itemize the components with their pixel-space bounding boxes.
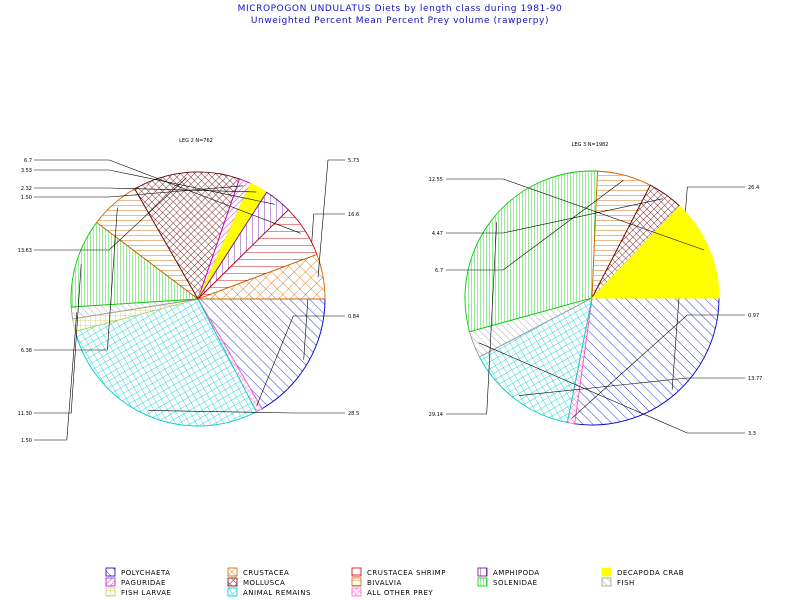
legend-swatch [351, 587, 362, 597]
slice-value-label: 29.14 [429, 412, 443, 418]
pie-slice-solenidae [70, 221, 200, 308]
legend-swatch [105, 577, 116, 587]
slice-value-label: 4.47 [432, 231, 443, 237]
slice-value-label: 6.7 [24, 158, 32, 164]
slice-value-label: 0.84 [348, 314, 359, 320]
legend-swatch [601, 567, 612, 577]
legend-label: DECAPODA CRAB [617, 569, 684, 577]
legend-label: CRUSTACEA SHRIMP [367, 569, 446, 577]
legend-swatch [477, 577, 488, 587]
pie-slice-solenidae [464, 170, 599, 333]
leader-line [34, 169, 275, 205]
pie-title: LEG 3 N=1982 [572, 142, 609, 148]
legend-label: FISH LARVAE [121, 589, 171, 597]
slice-value-label: 6.38 [21, 348, 32, 354]
leader-line [446, 198, 663, 234]
legend-label: PAGURIDAE [121, 579, 166, 587]
leader-line [571, 314, 745, 419]
legend-swatch [351, 577, 362, 587]
pie-slice-polychaeta [574, 297, 720, 426]
slice-value-label: 12.55 [429, 177, 443, 183]
slice-value-label: 3.53 [21, 168, 32, 174]
slice-value-label: 3.3 [748, 431, 756, 437]
legend-swatch [105, 587, 116, 597]
leader-line [34, 185, 244, 198]
slice-value-label: 13.63 [18, 248, 32, 254]
legend-swatch [351, 567, 362, 577]
leader-line [256, 315, 345, 406]
leader-line [446, 178, 705, 251]
legend-swatch [227, 577, 238, 587]
leader-line [34, 187, 257, 193]
pie-slice-animal-remains [478, 297, 593, 424]
leader-line [446, 221, 497, 415]
pie-chart-2: 26.4 0.97 13.77 3.3 29.14 6.7 4.47 12.55 LEG 3 N… [429, 142, 763, 437]
legend-item-amphipoda: AMPHIPODA [477, 567, 540, 577]
legend-label: SOLENIDAE [493, 579, 538, 587]
legend-item-fish: FISH [601, 577, 635, 587]
slice-value-label: 1.50 [21, 195, 32, 201]
legend-label: AMPHIPODA [493, 569, 540, 577]
legend-swatch [227, 587, 238, 597]
slice-value-label: 0.97 [748, 313, 759, 319]
pie-slice-mollusca [134, 171, 241, 301]
slice-value-label: 6.7 [435, 268, 443, 274]
slice-value-label: 2.32 [21, 186, 32, 192]
slice-value-label: 13.77 [748, 376, 762, 382]
legend-swatch [105, 567, 116, 577]
legend-label: POLYCHAETA [121, 569, 170, 577]
legend-item-decapoda-crab: DECAPODA CRAB [601, 567, 684, 577]
pie-chart-1: 16.6 0.84 28.5 1.50 11.30 6.38 13.63 1.50 2.32 3.… [18, 138, 359, 444]
legend-item-crustacea-shrimp: CRUSTACEA SHRIMP [351, 567, 446, 577]
leader-line [34, 177, 187, 251]
slice-value-label: 1.50 [21, 438, 32, 444]
legend-item-polychaeta: POLYCHAETA [105, 567, 170, 577]
legend-swatch [477, 567, 488, 577]
slice-value-label: 16.6 [348, 212, 359, 218]
leader-line [478, 342, 745, 434]
leader-line [148, 410, 345, 414]
leader-line [317, 159, 345, 278]
leader-line [671, 186, 745, 390]
pie-title: LEG 2 N=762 [179, 138, 213, 144]
legend-label: MOLLUSCA [243, 579, 285, 587]
legend-label: CRUSTACEA [243, 569, 289, 577]
legend-label: ANIMAL REMAINS [243, 589, 311, 597]
slice-value-label: 5.73 [348, 158, 359, 164]
legend-item-animal-remains: ANIMAL REMAINS [227, 587, 311, 597]
leader-line [34, 312, 78, 441]
pie-slice-animal-remains [74, 298, 257, 427]
legend-item-crustacea: CRUSTACEA [227, 567, 289, 577]
chart-subtitle: Unweighted Percent Mean Percent Prey vol… [250, 16, 550, 26]
leader-line [518, 377, 745, 396]
legend-swatch [601, 577, 612, 587]
legend-item-fish-larvae: FISH LARVAE [105, 587, 171, 597]
legend-item-paguridae: PAGURIDAE [105, 577, 166, 587]
legend-item-bivalvia: BIVALVIA [351, 577, 402, 587]
legend-label: ALL OTHER PREY [367, 589, 433, 597]
legend-item-solenidae: SOLENIDAE [477, 577, 538, 587]
legend-swatch [227, 567, 238, 577]
pie-slice-decapoda-crab [590, 205, 720, 299]
leader-line [303, 213, 345, 360]
slice-value-label: 26.4 [748, 185, 759, 191]
slice-value-label: 28.5 [348, 411, 359, 417]
leader-line [34, 159, 301, 234]
legend-item-all-other-prey: ALL OTHER PREY [351, 587, 433, 597]
leader-line [446, 179, 624, 271]
leader-line [34, 263, 82, 414]
pie-slice-crustacea [197, 253, 326, 300]
legend-label: FISH [617, 579, 635, 587]
slice-value-label: 11.30 [18, 411, 32, 417]
pie-slice-polychaeta [197, 298, 326, 410]
legend-label: BIVALVIA [367, 579, 402, 587]
legend-item-mollusca: MOLLUSCA [227, 577, 285, 587]
chart-title: MICROPOGON UNDULATUS Diets by length cla… [237, 4, 563, 14]
leader-line [34, 207, 118, 351]
